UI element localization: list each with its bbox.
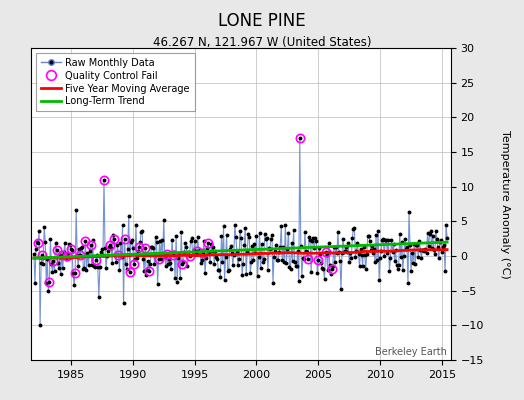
Text: 46.267 N, 121.967 W (United States): 46.267 N, 121.967 W (United States) (153, 36, 371, 49)
Text: Berkeley Earth: Berkeley Earth (375, 347, 446, 357)
Y-axis label: Temperature Anomaly (°C): Temperature Anomaly (°C) (500, 130, 510, 278)
Legend: Raw Monthly Data, Quality Control Fail, Five Year Moving Average, Long-Term Tren: Raw Monthly Data, Quality Control Fail, … (36, 53, 195, 111)
Text: LONE PINE: LONE PINE (218, 12, 306, 30)
